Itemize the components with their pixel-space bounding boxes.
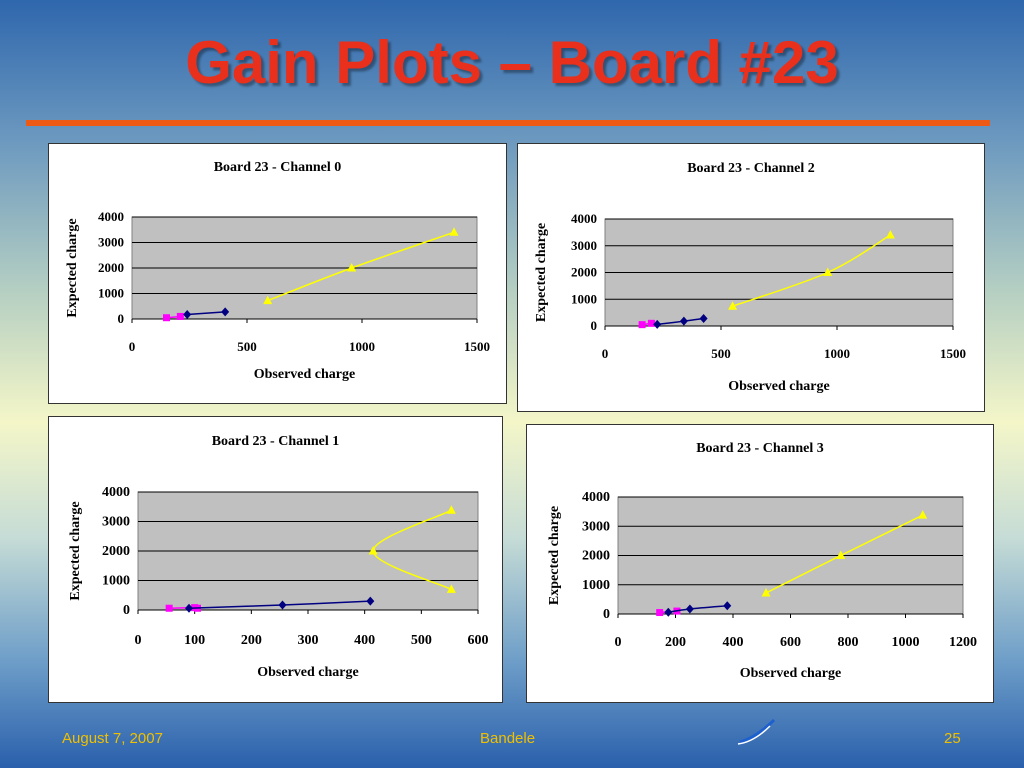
x-axis-label: Observed charge [740,666,841,681]
data-point-triangle [368,546,378,555]
chart-title: Board 23 - Channel 0 [214,160,342,175]
chart-channel-3-svg: Board 23 - Channel 3 0 1000 2000 3000 4000 0 20… [547,441,977,681]
x-tick-label: 100 [184,633,205,648]
data-point-square [647,319,655,327]
y-tick-label: 2000 [582,549,610,564]
data-point-diamond [221,307,230,317]
x-tick-label: 500 [411,633,432,648]
data-point-diamond [699,314,708,324]
data-point-square [638,321,646,329]
y-tick-label: 3000 [98,235,124,250]
data-point-triangle [728,301,738,310]
data-point-diamond [723,601,732,611]
y-tick-label: 4000 [582,490,610,505]
y-tick-label: 0 [118,311,125,326]
y-tick-label: 2000 [98,260,124,275]
data-point-triangle [885,230,895,239]
footer-page-number: 25 [944,730,961,747]
y-axis-label: Expected charge [534,223,549,322]
data-point-triangle [836,550,846,559]
x-tick-label: 400 [723,635,744,650]
title-underline [26,120,990,126]
data-point-diamond [278,600,287,610]
y-tick-label: 0 [591,318,598,333]
y-tick-label: 3000 [582,519,610,534]
x-axis-label: Observed charge [254,367,355,382]
x-tick-label: 400 [354,633,375,648]
x-tick-label: 0 [615,635,622,650]
x-tick-label: 1500 [940,346,966,361]
y-tick-label: 1000 [571,291,597,306]
data-point-triangle [446,505,456,514]
x-tick-label: 1500 [464,339,490,354]
x-axis-label: Observed charge [257,665,358,680]
chart-title: Board 23 - Channel 2 [687,161,815,176]
x-tick-label: 300 [298,633,319,648]
data-point-triangle [347,263,357,272]
data-point-triangle [263,295,273,305]
y-tick-label: 2000 [102,544,130,559]
data-point-triangle [446,584,456,593]
chart-channel-0: Board 23 - Channel 0 0 1000 2000 3000 4000 0 50… [48,143,507,404]
y-axis-label: Expected charge [547,506,562,605]
chart-channel-0-svg: Board 23 - Channel 0 0 1000 2000 3000 4000 0 50… [65,160,490,382]
chart-channel-2: Board 23 - Channel 2 0 1000 2000 3000 4000 0 50… [517,143,985,412]
y-tick-label: 0 [603,607,610,622]
data-point-diamond [679,316,688,326]
y-tick-label: 2000 [571,265,597,280]
x-tick-label: 1200 [949,635,977,650]
x-tick-label: 1000 [892,635,920,650]
chart-title: Board 23 - Channel 1 [212,434,340,449]
x-tick-label: 0 [602,346,609,361]
x-tick-label: 800 [838,635,859,650]
data-point-square [656,609,664,617]
data-point-diamond [183,310,192,320]
chart-channel-1: Board 23 - Channel 1 0 1000 2000 3000 4000 0 10… [48,416,503,703]
data-point-diamond [664,607,673,617]
y-axis-label: Expected charge [65,218,80,317]
x-axis-label: Observed charge [728,379,829,394]
series-line-diamond [187,311,226,316]
y-tick-label: 1000 [582,578,610,593]
data-point-triangle [823,267,833,276]
logo-swoosh-icon [737,718,776,745]
footer-date: August 7, 2007 [62,730,163,747]
data-point-diamond [685,604,694,614]
y-tick-label: 4000 [571,211,597,226]
chart-channel-3: Board 23 - Channel 3 0 1000 2000 3000 4000 0 20… [526,424,994,703]
x-tick-label: 200 [241,633,262,648]
y-tick-label: 4000 [102,485,130,500]
chart-channel-1-svg: Board 23 - Channel 1 0 1000 2000 3000 4000 0 10… [68,434,489,680]
data-point-diamond [653,319,662,329]
data-point-diamond [366,596,375,606]
x-tick-label: 1000 [349,339,375,354]
x-tick-label: 600 [780,635,801,650]
x-tick-label: 0 [135,633,142,648]
footer-author: Bandele [480,730,536,747]
data-point-triangle [761,587,771,597]
data-point-square [176,312,184,320]
x-tick-label: 500 [237,339,257,354]
x-tick-label: 0 [129,339,136,354]
y-tick-label: 1000 [102,574,130,589]
y-tick-label: 0 [123,603,130,618]
x-tick-label: 1000 [824,346,850,361]
data-point-triangle [918,510,928,519]
y-tick-label: 4000 [98,209,124,224]
y-tick-label: 3000 [102,515,130,530]
y-tick-label: 1000 [98,286,124,301]
x-tick-label: 600 [468,633,489,648]
x-tick-label: 500 [711,346,731,361]
chart-title: Board 23 - Channel 3 [696,441,824,456]
data-point-diamond [185,603,193,613]
chart-channel-2-svg: Board 23 - Channel 2 0 1000 2000 3000 4000 0 50… [534,161,966,394]
data-point-triangle [449,227,459,236]
slide-title: Gain Plots – Board #23 [185,29,839,96]
data-point-square [163,314,170,322]
y-tick-label: 3000 [571,238,597,253]
y-axis-label: Expected charge [68,501,83,600]
data-point-square [165,604,173,612]
x-tick-label: 200 [665,635,686,650]
